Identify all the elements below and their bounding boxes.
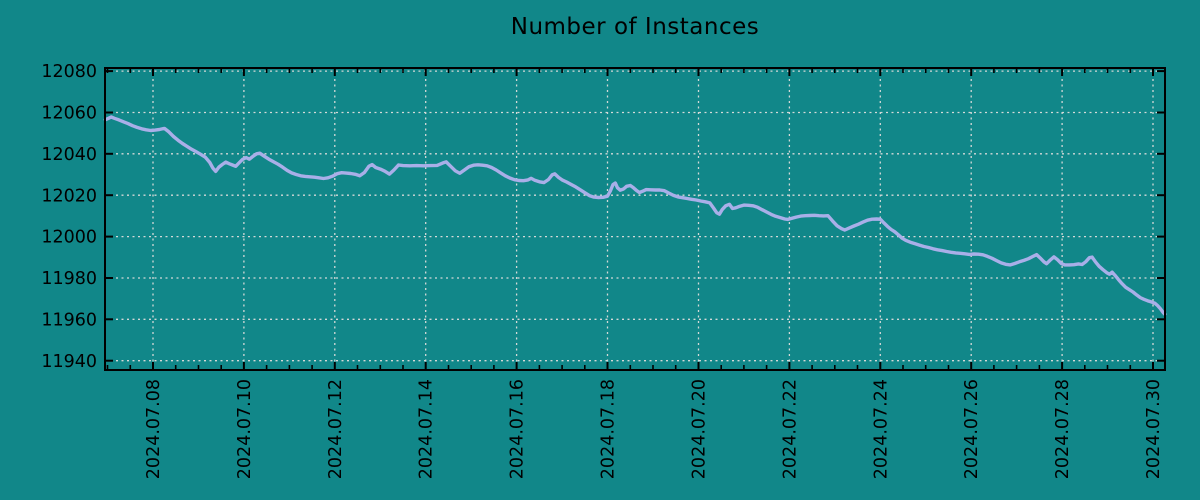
gridlines	[105, 68, 1165, 370]
data-line-series	[103, 115, 1167, 316]
x-tick-label: 2024.07.08	[144, 379, 164, 479]
x-tick-label: 2024.07.14	[417, 379, 437, 479]
x-tick-label: 2024.07.20	[690, 379, 710, 479]
y-tick-label: 11940	[41, 352, 97, 372]
x-tick-label: 2024.07.22	[780, 379, 800, 479]
y-tick-label: 12060	[41, 104, 97, 124]
x-axis-labels: 2024.07.08 2024.07.10 2024.07.12 2024.07.14…	[144, 379, 1164, 479]
chart-title: Number of Instances	[510, 14, 760, 40]
x-tick-label: 2024.07.16	[508, 379, 528, 479]
y-tick-label: 12040	[41, 145, 97, 165]
plot-frame	[104, 67, 1166, 371]
x-tick-label: 2024.07.10	[235, 379, 255, 479]
axis-ticks	[106, 69, 1164, 369]
x-tick-label: 2024.07.12	[326, 379, 346, 479]
x-tick-label: 2024.07.18	[599, 379, 619, 479]
x-tick-label: 2024.07.24	[871, 379, 891, 479]
y-tick-label: 12020	[41, 186, 97, 206]
x-tick-label: 2024.07.26	[962, 379, 982, 479]
y-tick-label: 11960	[41, 310, 97, 330]
x-tick-label: 2024.07.28	[1053, 379, 1073, 479]
x-tick-label: 2024.07.30	[1144, 379, 1164, 479]
y-tick-label: 12080	[41, 62, 97, 82]
y-tick-label: 12000	[41, 228, 97, 248]
y-axis-labels: 11940 11960 11980 12000 12020 12040 12060 12080	[41, 62, 97, 372]
y-tick-label: 11980	[41, 269, 97, 289]
